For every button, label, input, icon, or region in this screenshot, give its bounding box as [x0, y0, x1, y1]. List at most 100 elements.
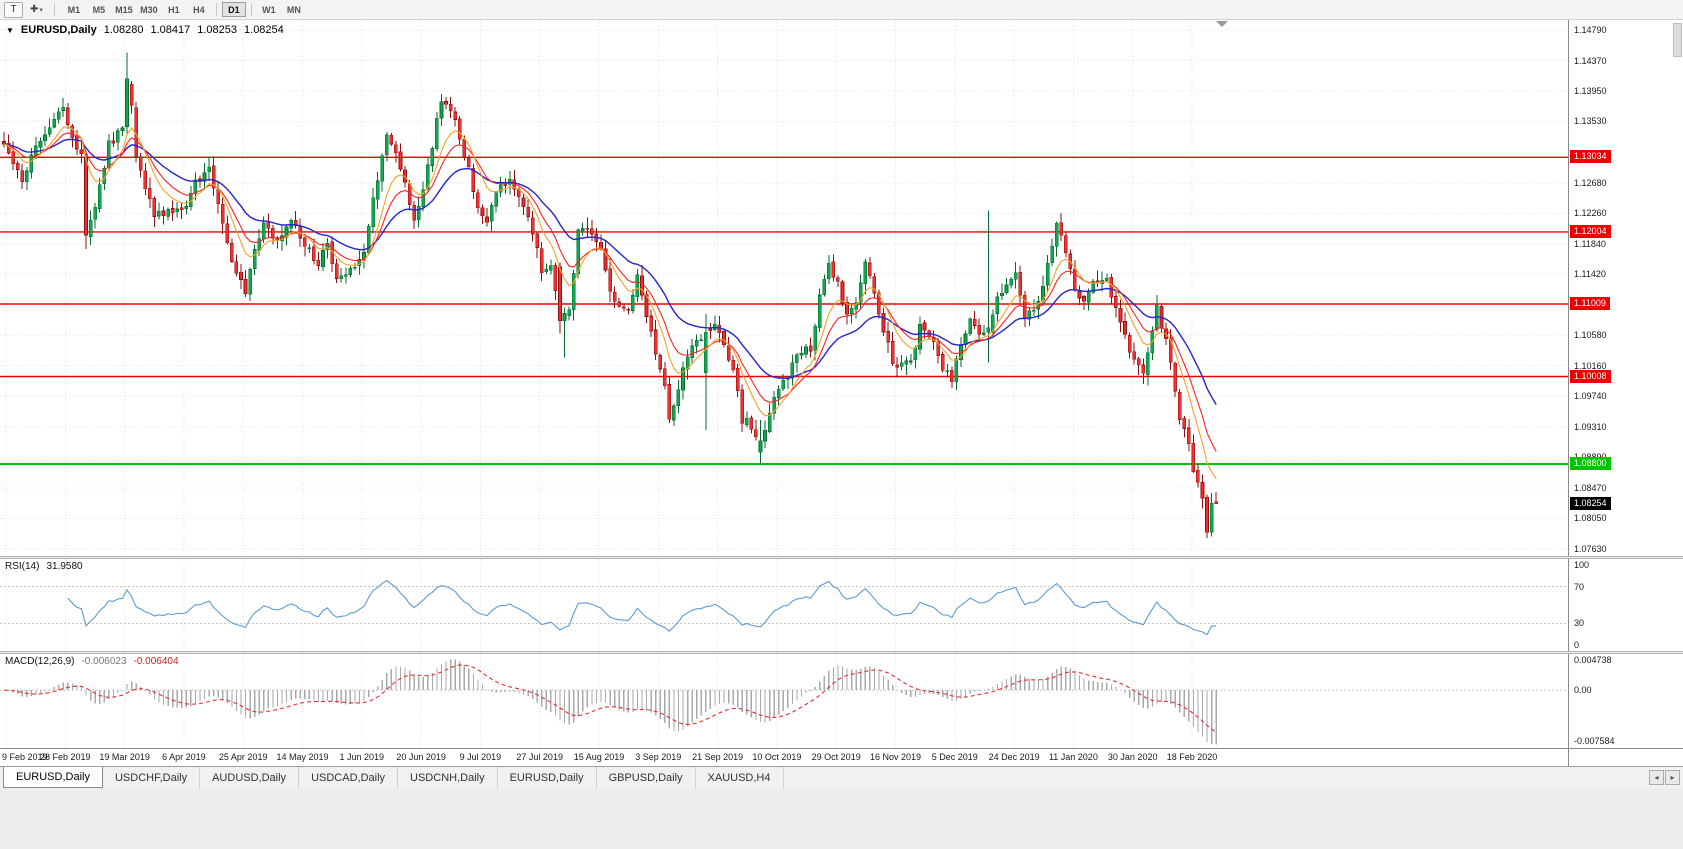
- chevron-down-icon: ▾: [39, 6, 43, 14]
- price-tick-label: 1.11840: [1574, 238, 1606, 249]
- macd-axis[interactable]: 0.004738 0.00 -0.007584: [1568, 654, 1683, 748]
- macd-axis-label: 0.00: [1574, 685, 1592, 696]
- macd-main-value: -0.006023: [81, 656, 127, 667]
- open-value: 1.08280: [103, 24, 144, 36]
- macd-axis-label: 0.004738: [1574, 655, 1612, 665]
- macd-signal-line: [3, 664, 1217, 733]
- timeframe-m15-button[interactable]: M15: [112, 2, 136, 17]
- tab-scrollbar: ◂ ▸: [1649, 770, 1680, 785]
- timeframe-mn-button[interactable]: MN: [282, 2, 306, 17]
- ma-slow-line: [3, 138, 1217, 406]
- chart-shift-marker[interactable]: [1216, 21, 1228, 27]
- macd-panel: 0.004738 0.00 -0.007584 MACD(12,26,9) -0.0…: [0, 654, 1683, 748]
- macd-header: MACD(12,26,9) -0.006023 -0.006404: [5, 656, 179, 667]
- grid: [5, 654, 1193, 748]
- date-label: 9 Feb 2019: [2, 752, 48, 762]
- tab-scroll-left-button[interactable]: ◂: [1649, 770, 1664, 785]
- price-tick-label: 1.08050: [1574, 513, 1607, 524]
- price-tick-label: 1.09310: [1574, 422, 1607, 433]
- chart-tab[interactable]: USDCAD,Daily: [299, 767, 399, 788]
- date-label: 30 Jan 2020: [1107, 752, 1158, 762]
- time-axis[interactable]: 9 Feb 2019 28 Feb 2019 19 Mar 2019 6 Apr 20…: [0, 748, 1683, 767]
- chart-window: 1.14790 1.14370 1.13950 1.13530 1.12680 1.122…: [0, 20, 1683, 767]
- resistance-price-label: 1.12004: [1570, 224, 1611, 238]
- grid: [5, 559, 1193, 651]
- price-tick-label: 1.12680: [1574, 177, 1607, 188]
- date-label: 5 Dec 2019: [931, 752, 978, 762]
- macd-label: MACD(12,26,9): [5, 656, 75, 667]
- timeframe-h1-button[interactable]: H1: [162, 2, 186, 17]
- price-tick-label: 1.08470: [1574, 482, 1607, 493]
- symbol-period-label: EURUSD,Daily: [20, 24, 97, 36]
- tab-scroll-right-button[interactable]: ▸: [1665, 770, 1680, 785]
- date-label: 15 Aug 2019: [573, 752, 625, 762]
- timeframe-m30-button[interactable]: M30: [137, 2, 161, 17]
- rsi-axis-label: 30: [1574, 618, 1585, 629]
- date-label: 3 Sep 2019: [635, 752, 682, 762]
- scrollbar-thumb[interactable]: [1673, 23, 1682, 57]
- close-value: 1.08254: [244, 24, 284, 36]
- date-label: 18 Feb 2020: [1166, 752, 1218, 762]
- resistance-price-label: 1.11009: [1570, 297, 1610, 310]
- timeframe-d1-button[interactable]: D1: [221, 2, 246, 17]
- panel-separator[interactable]: [0, 651, 1683, 654]
- rsi-chart[interactable]: [0, 559, 1568, 651]
- price-tick-label: 1.13530: [1574, 116, 1607, 127]
- crosshair-icon: ✚: [30, 4, 39, 15]
- price-tick-label: 1.11420: [1574, 269, 1606, 280]
- date-label: 20 Jun 2019: [396, 752, 446, 762]
- chart-type-button[interactable]: T: [4, 1, 23, 18]
- price-tick-label: 1.10580: [1574, 330, 1607, 341]
- timeframe-m5-button[interactable]: M5: [87, 2, 111, 17]
- candlestick-chart[interactable]: [0, 20, 1568, 556]
- chart-tab[interactable]: USDCNH,Daily: [398, 767, 498, 788]
- macd-axis-label: -0.007584: [1574, 736, 1615, 746]
- price-tick-label: 1.10160: [1574, 360, 1607, 371]
- date-label: 27 Jul 2019: [516, 752, 563, 762]
- low-value: 1.08253: [197, 24, 238, 36]
- timeframe-w1-button[interactable]: W1: [257, 2, 281, 17]
- rsi-panel: 100 70 30 0 RSI(14) 31.9580: [0, 559, 1683, 651]
- price-axis[interactable]: 1.14790 1.14370 1.13950 1.13530 1.12680 1.122…: [1568, 20, 1683, 556]
- price-tick-label: 1.14370: [1574, 55, 1607, 66]
- window-background: [0, 788, 1683, 849]
- toolbar: T ✚ ▾ M1 M5 M15 M30 H1 H4 D1 W1 MN: [0, 0, 1683, 20]
- macd-chart[interactable]: [0, 654, 1568, 748]
- rsi-label: RSI(14): [5, 561, 40, 572]
- date-label: 11 Jan 2020: [1048, 752, 1098, 762]
- price-tick-label: 1.12260: [1574, 208, 1607, 219]
- support-price-label: 1.08800: [1570, 457, 1611, 470]
- candles: [2, 52, 1218, 538]
- chart-tab[interactable]: XAUUSD,H4: [696, 767, 784, 788]
- rsi-header: RSI(14) 31.9580: [5, 561, 83, 572]
- toolbar-separator: [250, 3, 252, 16]
- high-value: 1.08417: [150, 24, 191, 36]
- date-label: 16 Nov 2019: [869, 752, 922, 762]
- chart-tab[interactable]: EURUSD,Daily: [3, 767, 103, 788]
- resistance-price-label: 1.10008: [1570, 369, 1611, 383]
- chart-tab[interactable]: GBPUSD,Daily: [597, 767, 696, 788]
- date-label: 14 May 2019: [276, 752, 329, 762]
- chart-menu-icon[interactable]: ▼: [6, 25, 14, 35]
- date-label: 29 Oct 2019: [811, 752, 861, 762]
- macd-signal-value: -0.006404: [133, 656, 179, 667]
- date-label: 24 Dec 2019: [988, 752, 1040, 762]
- panel-separator[interactable]: [0, 556, 1683, 559]
- date-label: 25 Apr 2019: [218, 752, 268, 762]
- chart-tab[interactable]: USDCHF,Daily: [103, 767, 201, 788]
- rsi-axis-label: 0: [1574, 640, 1580, 650]
- cursor-tool-button[interactable]: ✚ ▾: [26, 2, 47, 18]
- axis-divider: [1568, 749, 1569, 767]
- chart-tab[interactable]: AUDUSD,Daily: [200, 767, 300, 788]
- chart-tab-bar: EURUSD,Daily USDCHF,Daily AUDUSD,Daily USDC…: [0, 766, 1683, 788]
- rsi-axis[interactable]: 100 70 30 0: [1568, 559, 1683, 651]
- timeframe-m1-button[interactable]: M1: [62, 2, 86, 17]
- rsi-line: [67, 579, 1217, 636]
- chart-tab[interactable]: EURUSD,Daily: [498, 767, 597, 788]
- timeframe-group: M1 M5 M15 M30 H1 H4 D1 W1 MN: [62, 2, 306, 17]
- date-label: 21 Sep 2019: [692, 752, 744, 762]
- macd-histogram: [7, 659, 1217, 745]
- toolbar-separator: [215, 3, 217, 16]
- timeframe-h4-button[interactable]: H4: [187, 2, 211, 17]
